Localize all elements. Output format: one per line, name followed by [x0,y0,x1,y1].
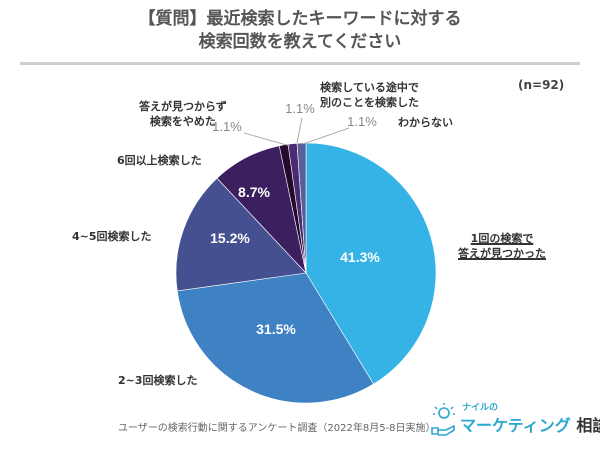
leader-line-5 [296,117,303,144]
logo-main: マーケティング [460,416,571,435]
category-label-line: わからない [398,116,453,129]
logo-suffix: 相談室 [576,416,600,435]
category-label-line: 答えが見つからず [139,100,227,113]
pie-slice-2 [175,177,307,292]
value-label-2: 15.2% [210,230,250,246]
leader-line-4 [243,132,291,147]
category-label-2: 4~5回検索した [72,229,152,244]
chart-title-line-2: 検索回数を教えてください [198,32,402,52]
category-label-line: 1回の検索で [470,232,534,245]
category-label-line: 4~5回検索した [72,230,152,243]
sample-size: (n=92) [518,78,565,92]
title-divider [20,62,580,65]
category-label-6: わからない [398,115,453,130]
category-label-line: 検索している途中で [320,81,419,94]
value-label-3: 8.7% [238,184,270,200]
category-label-line: 2~3回検索した [118,374,198,387]
category-label-line: 答えが見つかった [458,247,546,260]
value-label-0: 41.3% [340,249,380,265]
logo-small-text: ナイルの [462,403,499,413]
value-label-1: 31.5% [256,321,296,337]
logo-main-text: マーケティング 相談室 [460,412,600,436]
category-label-line: 検索をやめた [149,115,216,128]
category-label-1: 2~3回検索した [118,373,198,388]
category-label-0: 1回の検索で 答えが見つかった [458,231,546,261]
value-label-4: 1.1% [212,119,242,134]
value-label-6: 1.1% [347,114,377,129]
category-label-4: 答えが見つからず 検索をやめた [139,99,227,129]
pie-slice-0 [305,142,437,385]
category-label-line: 別のことを検索した [320,96,419,109]
value-label-5: 1.1% [285,101,315,116]
category-label-5: 検索している途中で 別のことを検索した [320,80,419,110]
source-note: ユーザーの検索行動に関するアンケート調査（2022年8月5-8日実施） [118,423,436,434]
leader-line-6 [302,127,350,145]
category-label-line: 6回以上検索した [117,154,202,167]
pie-slice-1 [176,272,374,404]
category-label-3: 6回以上検索した [117,153,202,168]
chart-title-line-1: 【質問】最近検索したキーワードに対する [138,9,462,29]
lightbulb-hand-icon [431,403,455,436]
